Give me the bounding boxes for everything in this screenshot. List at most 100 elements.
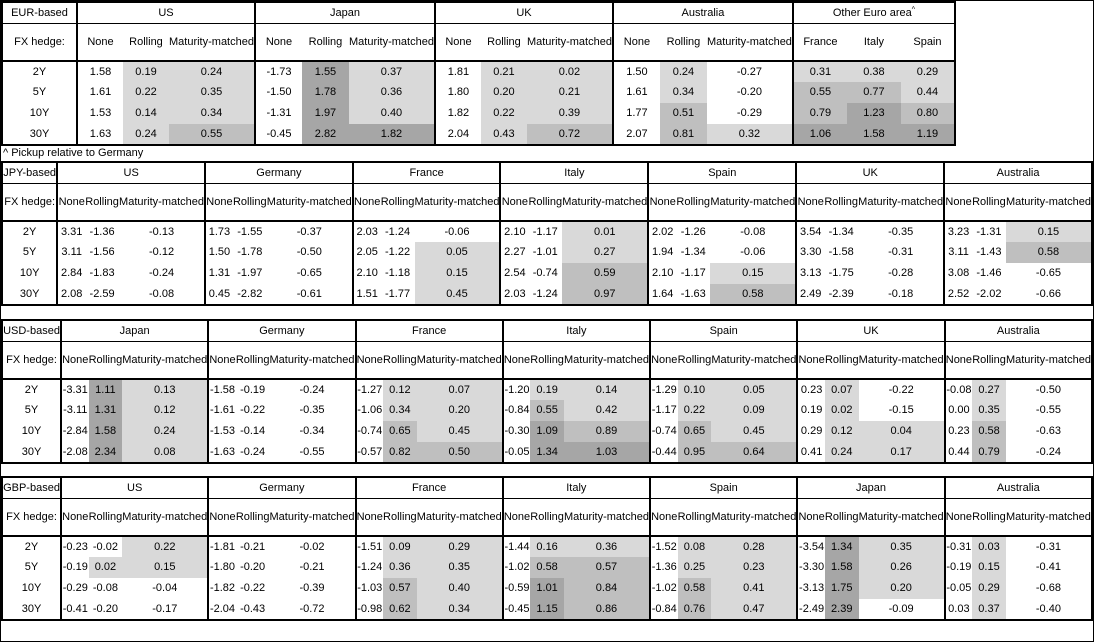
value-cell: -2.49 — [796, 599, 825, 620]
value-cell: -0.23 — [60, 536, 89, 557]
value-cell: 1.50 — [204, 242, 233, 263]
value-cell: 0.59 — [562, 263, 649, 284]
value-cell: 0.34 — [382, 400, 417, 421]
value-cell: -1.27 — [354, 379, 383, 400]
value-cell: -1.24 — [384, 225, 411, 238]
value-cell: 1.31 — [88, 400, 123, 421]
data-table-eur-based: EUR-based US Japan UK Australia Other Euro ar… — [1, 1, 956, 146]
value-cell: 0.37 — [348, 61, 435, 82]
value-cell: 0.15 — [414, 263, 501, 284]
value-cell: 0.36 — [348, 82, 435, 103]
value-cell: -1.20 — [501, 379, 531, 400]
value-cell: 0.35 — [972, 400, 1006, 421]
value-cell: 1.58 — [846, 124, 901, 145]
maturity-row-label: 10Y — [2, 421, 63, 442]
value-cell: 0.27 — [562, 242, 649, 263]
value-cell: -2.39 — [828, 287, 854, 300]
group-header-italy: Italy — [501, 320, 650, 342]
value-cell: -0.35 — [888, 225, 914, 238]
column-header-maturity-matched: Maturity-matched — [416, 498, 503, 537]
value-cell: 0.26 — [858, 557, 945, 578]
value-cell: 0.35 — [416, 557, 503, 578]
maturity-row-label: 2Y — [2, 379, 63, 400]
value-cell: 0.43 — [480, 124, 527, 145]
data-table-jpy-based: JPY-based US Germany France Italy Spain UK Aust… — [1, 161, 1093, 306]
value-cell: 0.42 — [564, 400, 650, 421]
value-cell: -0.45 — [501, 599, 531, 620]
value-cell: -1.17 — [532, 225, 558, 238]
value-cell: 0.20 — [480, 82, 527, 103]
value-cell: 0.28 — [711, 536, 798, 557]
column-header-rolling: Rolling — [380, 183, 415, 222]
value-cell: 0.19 — [123, 61, 169, 82]
value-cell: 1.23 — [846, 103, 901, 124]
column-header-none: None — [433, 23, 481, 62]
value-cell: 2.10 — [647, 263, 677, 284]
value-cell: 0.02 — [824, 400, 859, 421]
value-cell: 0.72 — [526, 124, 613, 145]
value-cell: 0.22 — [480, 103, 527, 124]
value-cell: 0.82 — [382, 442, 417, 463]
value-cell: 1.75 — [824, 578, 859, 599]
column-header-maturity-matched: Maturity-matched — [416, 341, 503, 380]
column-header-rolling: Rolling — [232, 183, 267, 222]
value-cell: -1.53 — [207, 421, 236, 442]
value-cell: -0.05 — [501, 442, 531, 463]
column-header-none: None — [795, 183, 825, 222]
value-cell: -0.02 — [299, 540, 325, 553]
column-header-rolling: Rolling — [677, 498, 712, 537]
value-cell: 0.21 — [480, 61, 527, 82]
column-header-rolling: Rolling — [480, 23, 527, 62]
value-cell: 0.58 — [710, 284, 797, 305]
fx-hedge-label: FX hedge: — [2, 23, 78, 62]
value-cell: 1.77 — [611, 103, 660, 124]
value-cell: -2.84 — [59, 421, 89, 442]
value-cell: -2.08 — [59, 442, 89, 463]
group-header-france: France — [351, 162, 501, 184]
column-header-maturity-matched: Maturity-matched — [858, 498, 945, 537]
value-cell: 0.58 — [1005, 242, 1092, 263]
value-cell: 1.34 — [530, 442, 564, 463]
value-cell: -1.55 — [237, 225, 263, 238]
value-cell: 0.23 — [796, 379, 825, 400]
value-cell: 0.64 — [711, 442, 798, 463]
value-cell: 0.34 — [416, 599, 503, 620]
value-cell: 0.12 — [382, 379, 417, 400]
value-cell: 2.52 — [943, 284, 972, 305]
value-cell: 2.03 — [351, 221, 381, 242]
value-cell: -0.20 — [736, 86, 762, 99]
value-cell: -0.24 — [149, 267, 175, 280]
value-cell: -2.04 — [207, 599, 236, 620]
value-cell: 0.24 — [122, 421, 209, 442]
fx-hedge-label: FX hedge: — [2, 498, 63, 537]
maturity-row-label: 30Y — [2, 599, 63, 620]
value-cell: -0.04 — [152, 582, 178, 595]
value-cell: -0.43 — [240, 602, 266, 615]
group-header-australia: Australia — [943, 320, 1092, 342]
value-cell: -0.06 — [444, 225, 470, 238]
value-cell: -0.37 — [296, 225, 322, 238]
column-header-maturity-matched: Maturity-matched — [858, 341, 945, 380]
column-header-none: None — [796, 498, 825, 537]
value-cell: -0.05 — [943, 578, 973, 599]
value-cell: 0.55 — [169, 124, 255, 145]
group-header-germany: Germany — [207, 477, 356, 499]
value-cell: -0.22 — [240, 404, 266, 417]
value-cell: 0.97 — [562, 284, 649, 305]
value-cell: 3.11 — [943, 242, 972, 263]
value-cell: 2.49 — [795, 284, 825, 305]
value-cell: -1.18 — [384, 267, 411, 280]
value-cell: 0.03 — [972, 536, 1006, 557]
value-cell: 0.29 — [972, 578, 1006, 599]
value-cell: -1.34 — [680, 246, 706, 259]
value-cell: -0.24 — [299, 383, 325, 396]
value-cell: -1.80 — [207, 557, 236, 578]
value-cell: 0.76 — [677, 599, 712, 620]
value-cell: 1.97 — [301, 103, 349, 124]
column-header-none: None — [943, 341, 973, 380]
group-header-italy: Italy — [499, 162, 649, 184]
column-header-rolling: Rolling — [88, 498, 123, 537]
group-header-us: US — [60, 477, 209, 499]
value-cell: -0.55 — [1035, 404, 1061, 417]
value-cell: -0.18 — [888, 287, 914, 300]
